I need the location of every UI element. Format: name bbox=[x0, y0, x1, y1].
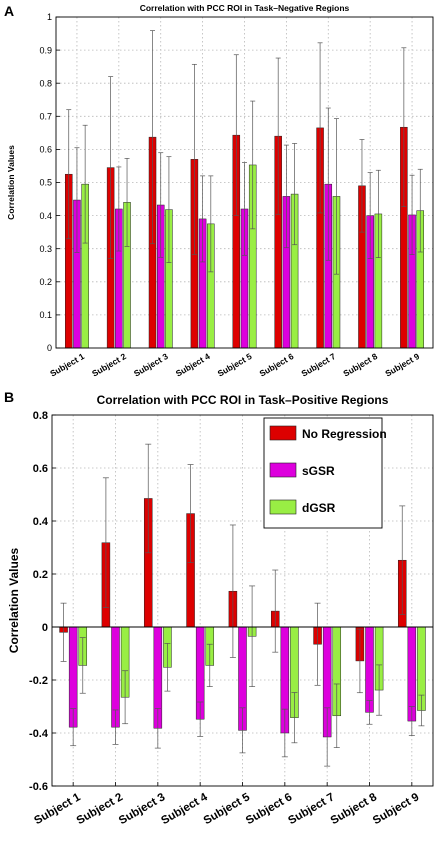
legend: No Regression sGSR dGSR bbox=[263, 417, 387, 529]
y-tick-label: 0 bbox=[47, 343, 52, 353]
x-category-label: Subject 7 bbox=[286, 791, 336, 827]
y-axis-label: Correlation Values bbox=[6, 145, 16, 220]
y-tick-label: -0.4 bbox=[29, 728, 49, 740]
y-tick-label: 0.9 bbox=[39, 45, 52, 55]
y-tick-label: 0.2 bbox=[39, 277, 52, 287]
y-tick-label: 0.4 bbox=[39, 211, 52, 221]
y-tick-label: 0.2 bbox=[33, 569, 48, 581]
legend-label: sGSR bbox=[302, 464, 335, 478]
legend-swatch-dgsr bbox=[269, 499, 297, 515]
y-tick-label: 0.8 bbox=[39, 78, 52, 88]
x-category-label: Subject 5 bbox=[216, 351, 254, 379]
x-category-label: Subject 3 bbox=[117, 791, 167, 827]
panel-a-chart: A Correlation with PCC ROI in Task–Negati… bbox=[4, 3, 434, 379]
x-category-label: Subject 6 bbox=[258, 351, 296, 379]
x-category-label: Subject 1 bbox=[48, 351, 86, 379]
y-tick-label: 0 bbox=[42, 622, 48, 634]
y-tick-label: 0.6 bbox=[33, 463, 48, 475]
plot-frame bbox=[51, 414, 434, 787]
y-axis-label: Correlation Values bbox=[7, 547, 21, 653]
y-tick-label: 0.7 bbox=[39, 111, 52, 121]
x-category-label: Subject 5 bbox=[202, 791, 253, 827]
legend-swatch-no_regression bbox=[269, 425, 297, 441]
panel-label: A bbox=[4, 3, 14, 19]
panel-b-chart: B Correlation with PCC ROI in Task–Positi… bbox=[4, 389, 434, 827]
x-category-label: Subject 1 bbox=[32, 791, 83, 827]
chart-title: Correlation with PCC ROI in Task–Positiv… bbox=[97, 393, 389, 407]
y-tick-label: 0.6 bbox=[39, 145, 52, 155]
plot-frame bbox=[55, 16, 434, 349]
x-category-label: Subject 2 bbox=[75, 791, 125, 827]
bar-sgsr bbox=[365, 626, 374, 713]
x-category-label: Subject 7 bbox=[300, 351, 338, 379]
y-tick-label: 0.3 bbox=[39, 244, 52, 254]
x-category-label: Subject 9 bbox=[383, 351, 421, 379]
x-category-label: Subject 2 bbox=[90, 351, 128, 379]
y-tick-label: 0.8 bbox=[33, 410, 48, 422]
y-tick-label: -0.2 bbox=[29, 675, 48, 687]
x-category-label: Subject 9 bbox=[371, 791, 421, 827]
legend-label: No Regression bbox=[302, 427, 387, 441]
legend-swatch-sgsr bbox=[269, 462, 297, 478]
x-category-label: Subject 4 bbox=[174, 351, 212, 379]
y-tick-label: 1 bbox=[47, 12, 52, 22]
panel-label: B bbox=[4, 389, 14, 405]
x-category-label: Subject 3 bbox=[132, 351, 170, 379]
legend-label: dGSR bbox=[302, 501, 336, 515]
y-tick-label: -0.6 bbox=[29, 781, 48, 793]
y-tick-label: 0.1 bbox=[39, 310, 52, 320]
chart-title: Correlation with PCC ROI in Task–Negativ… bbox=[140, 3, 350, 13]
y-tick-label: 0.4 bbox=[33, 516, 49, 528]
x-category-label: Subject 8 bbox=[329, 791, 380, 827]
x-category-label: Subject 4 bbox=[159, 791, 210, 827]
x-category-label: Subject 6 bbox=[244, 791, 294, 827]
y-tick-label: 0.5 bbox=[39, 178, 52, 188]
x-category-label: Subject 8 bbox=[341, 351, 379, 379]
